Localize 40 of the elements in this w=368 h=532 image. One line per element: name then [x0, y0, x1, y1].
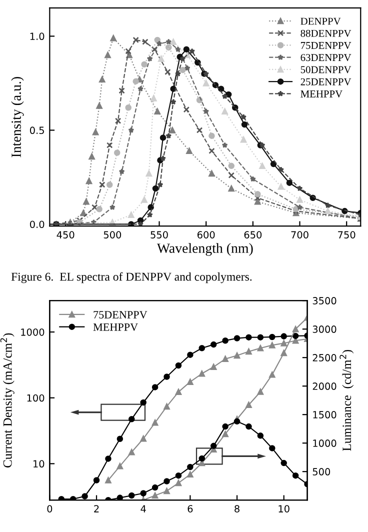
- x-tick-label: 2: [94, 505, 99, 512]
- x-tick-label: 700: [291, 231, 308, 238]
- y-tick-label: 0.0: [30, 220, 44, 228]
- y-tick-label: 0.5: [30, 126, 44, 134]
- x-tick-label: 10: [278, 505, 290, 512]
- y-tick-label: 100: [27, 394, 44, 402]
- legend-label: DENPPV: [300, 18, 341, 25]
- x-tick-label: 550: [150, 231, 168, 238]
- x-tick-label: 600: [197, 231, 215, 238]
- legend-label: 88DENPPV: [300, 30, 352, 37]
- x-axis-title: Wavelength (nm): [156, 243, 253, 256]
- x-tick-label: 500: [104, 231, 122, 238]
- legend-label: 75DENPPV: [301, 42, 352, 50]
- legend-label: MEHPPV: [300, 90, 342, 98]
- y2-tick-label: 2000: [312, 382, 336, 390]
- y2-tick-label: 3000: [312, 326, 336, 333]
- y2-tick-label: 1500: [313, 411, 336, 418]
- legend-label: 50DENPPV: [300, 66, 352, 74]
- legend-label: 75DENPPV: [94, 311, 148, 319]
- x-tick-label: 4: [140, 505, 146, 512]
- x-tick-label: 750: [338, 231, 356, 238]
- y-tick-label: 1.0: [30, 32, 44, 40]
- y-tick-label: 10: [34, 460, 44, 468]
- y2-tick-label: 3500: [312, 297, 336, 304]
- x-tick-label: 650: [244, 231, 262, 238]
- y2-tick-label: 500: [312, 468, 330, 476]
- x-tick-label: 450: [56, 231, 74, 238]
- y2-axis-title: Luminance (cd/m$^{2}$): [340, 350, 354, 451]
- y-tick-label: 1000: [21, 328, 44, 336]
- y2-tick-label: 2500: [312, 354, 336, 362]
- legend-label: 63DENPPV: [300, 54, 352, 62]
- caption: Figure 6. EL spectra of DENPPV and copolymers.: [11, 272, 252, 284]
- x-tick-label: 0: [47, 505, 52, 512]
- y2-tick-label: 1000: [313, 440, 336, 447]
- y-axis-title: Current Density (mA/cm$^{2}$): [0, 333, 14, 468]
- y-axis-title: Intensity (a.u.): [11, 76, 24, 158]
- x-tick-label: 8: [234, 505, 240, 512]
- legend-label: MEHPPV: [93, 323, 138, 331]
- x-tick-label: 6: [188, 505, 193, 512]
- legend-label: 25DENPPV: [300, 78, 352, 86]
